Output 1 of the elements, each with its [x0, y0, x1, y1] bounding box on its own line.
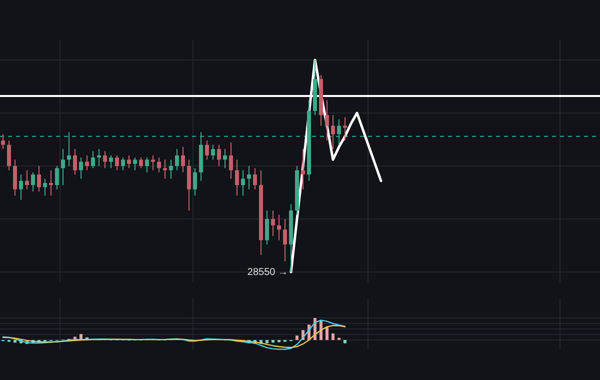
annotation: 28550 →: [247, 267, 288, 278]
